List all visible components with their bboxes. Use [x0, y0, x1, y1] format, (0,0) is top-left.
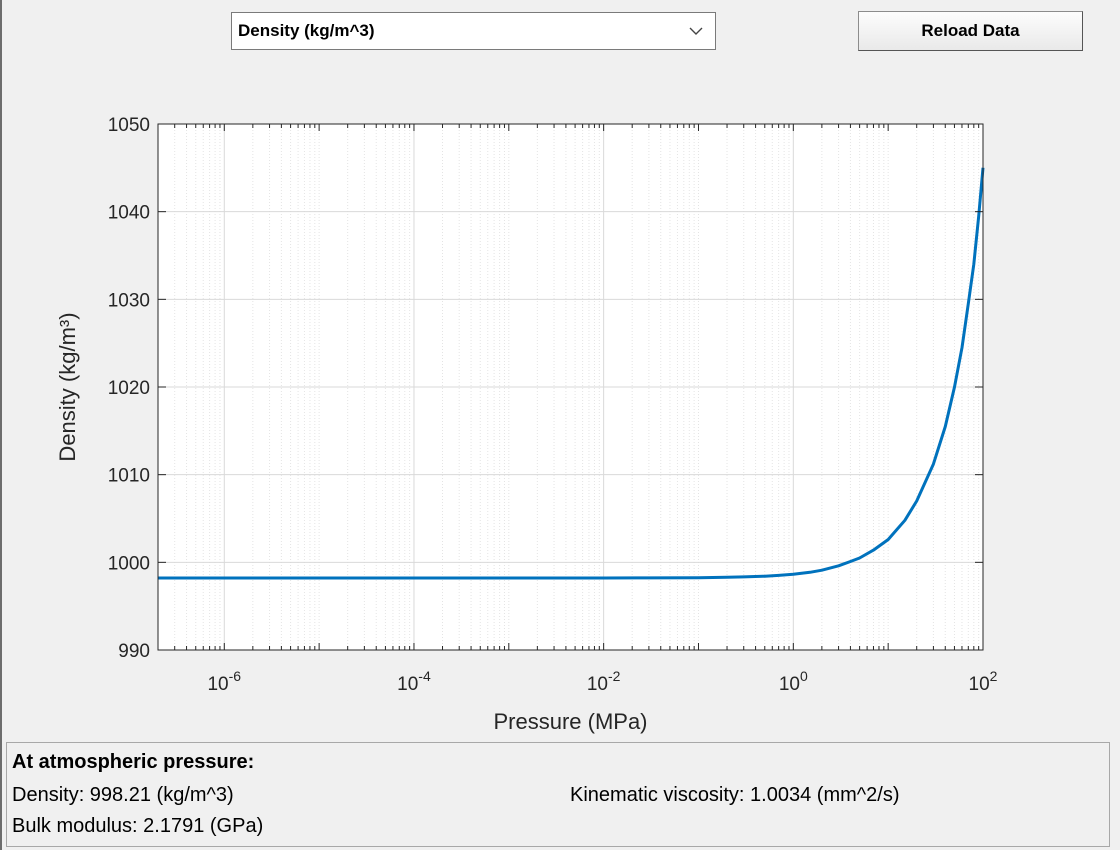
info-title: At atmospheric pressure:: [12, 751, 255, 773]
density-curve: [158, 167, 985, 580]
y-tick-label: 1040: [108, 203, 150, 224]
quantity-dropdown-value: Density (kg/m^3): [238, 21, 375, 40]
x-tick-label: 100: [779, 668, 808, 695]
grid-lines: [157, 123, 984, 651]
y-tick-label: 1030: [108, 290, 150, 311]
y-tick-label: 1010: [108, 466, 150, 487]
x-tick-label: 102: [969, 668, 998, 695]
axis-ticks: 990 1000 1010 1020 1030 1040 1050 10-6 10-4 10-2 1…: [108, 115, 998, 695]
bulk-modulus-readout: Bulk modulus: 2.1791 (GPa): [12, 815, 264, 837]
y-axis-label: Density (kg/m³): [55, 312, 80, 461]
density-pressure-chart: 990 1000 1010 1020 1030 1040 1050 10-6 10-4 10-2 1…: [55, 115, 998, 734]
x-tick-label: 10-4: [397, 668, 431, 695]
reload-data-button[interactable]: Reload Data: [858, 11, 1083, 51]
window-edge: [0, 0, 2, 850]
x-tick-label: 10-6: [207, 668, 241, 695]
series-layer: [158, 167, 985, 580]
x-tick-label: 10-2: [587, 668, 621, 695]
y-tick-label: 1000: [108, 553, 150, 574]
density-readout: Density: 998.21 (kg/m^3): [12, 784, 234, 806]
y-tick-label: 990: [118, 641, 150, 662]
kinematic-viscosity-readout: Kinematic viscosity: 1.0034 (mm^2/s): [570, 784, 900, 806]
y-tick-label: 1050: [108, 115, 150, 136]
chevron-down-icon[interactable]: [677, 13, 715, 49]
x-axis-label: Pressure (MPa): [493, 709, 647, 734]
quantity-dropdown[interactable]: Density (kg/m^3): [231, 12, 716, 50]
y-tick-label: 1020: [108, 378, 150, 399]
atmospheric-info-panel: At atmospheric pressure: Density: 998.21…: [6, 742, 1110, 847]
